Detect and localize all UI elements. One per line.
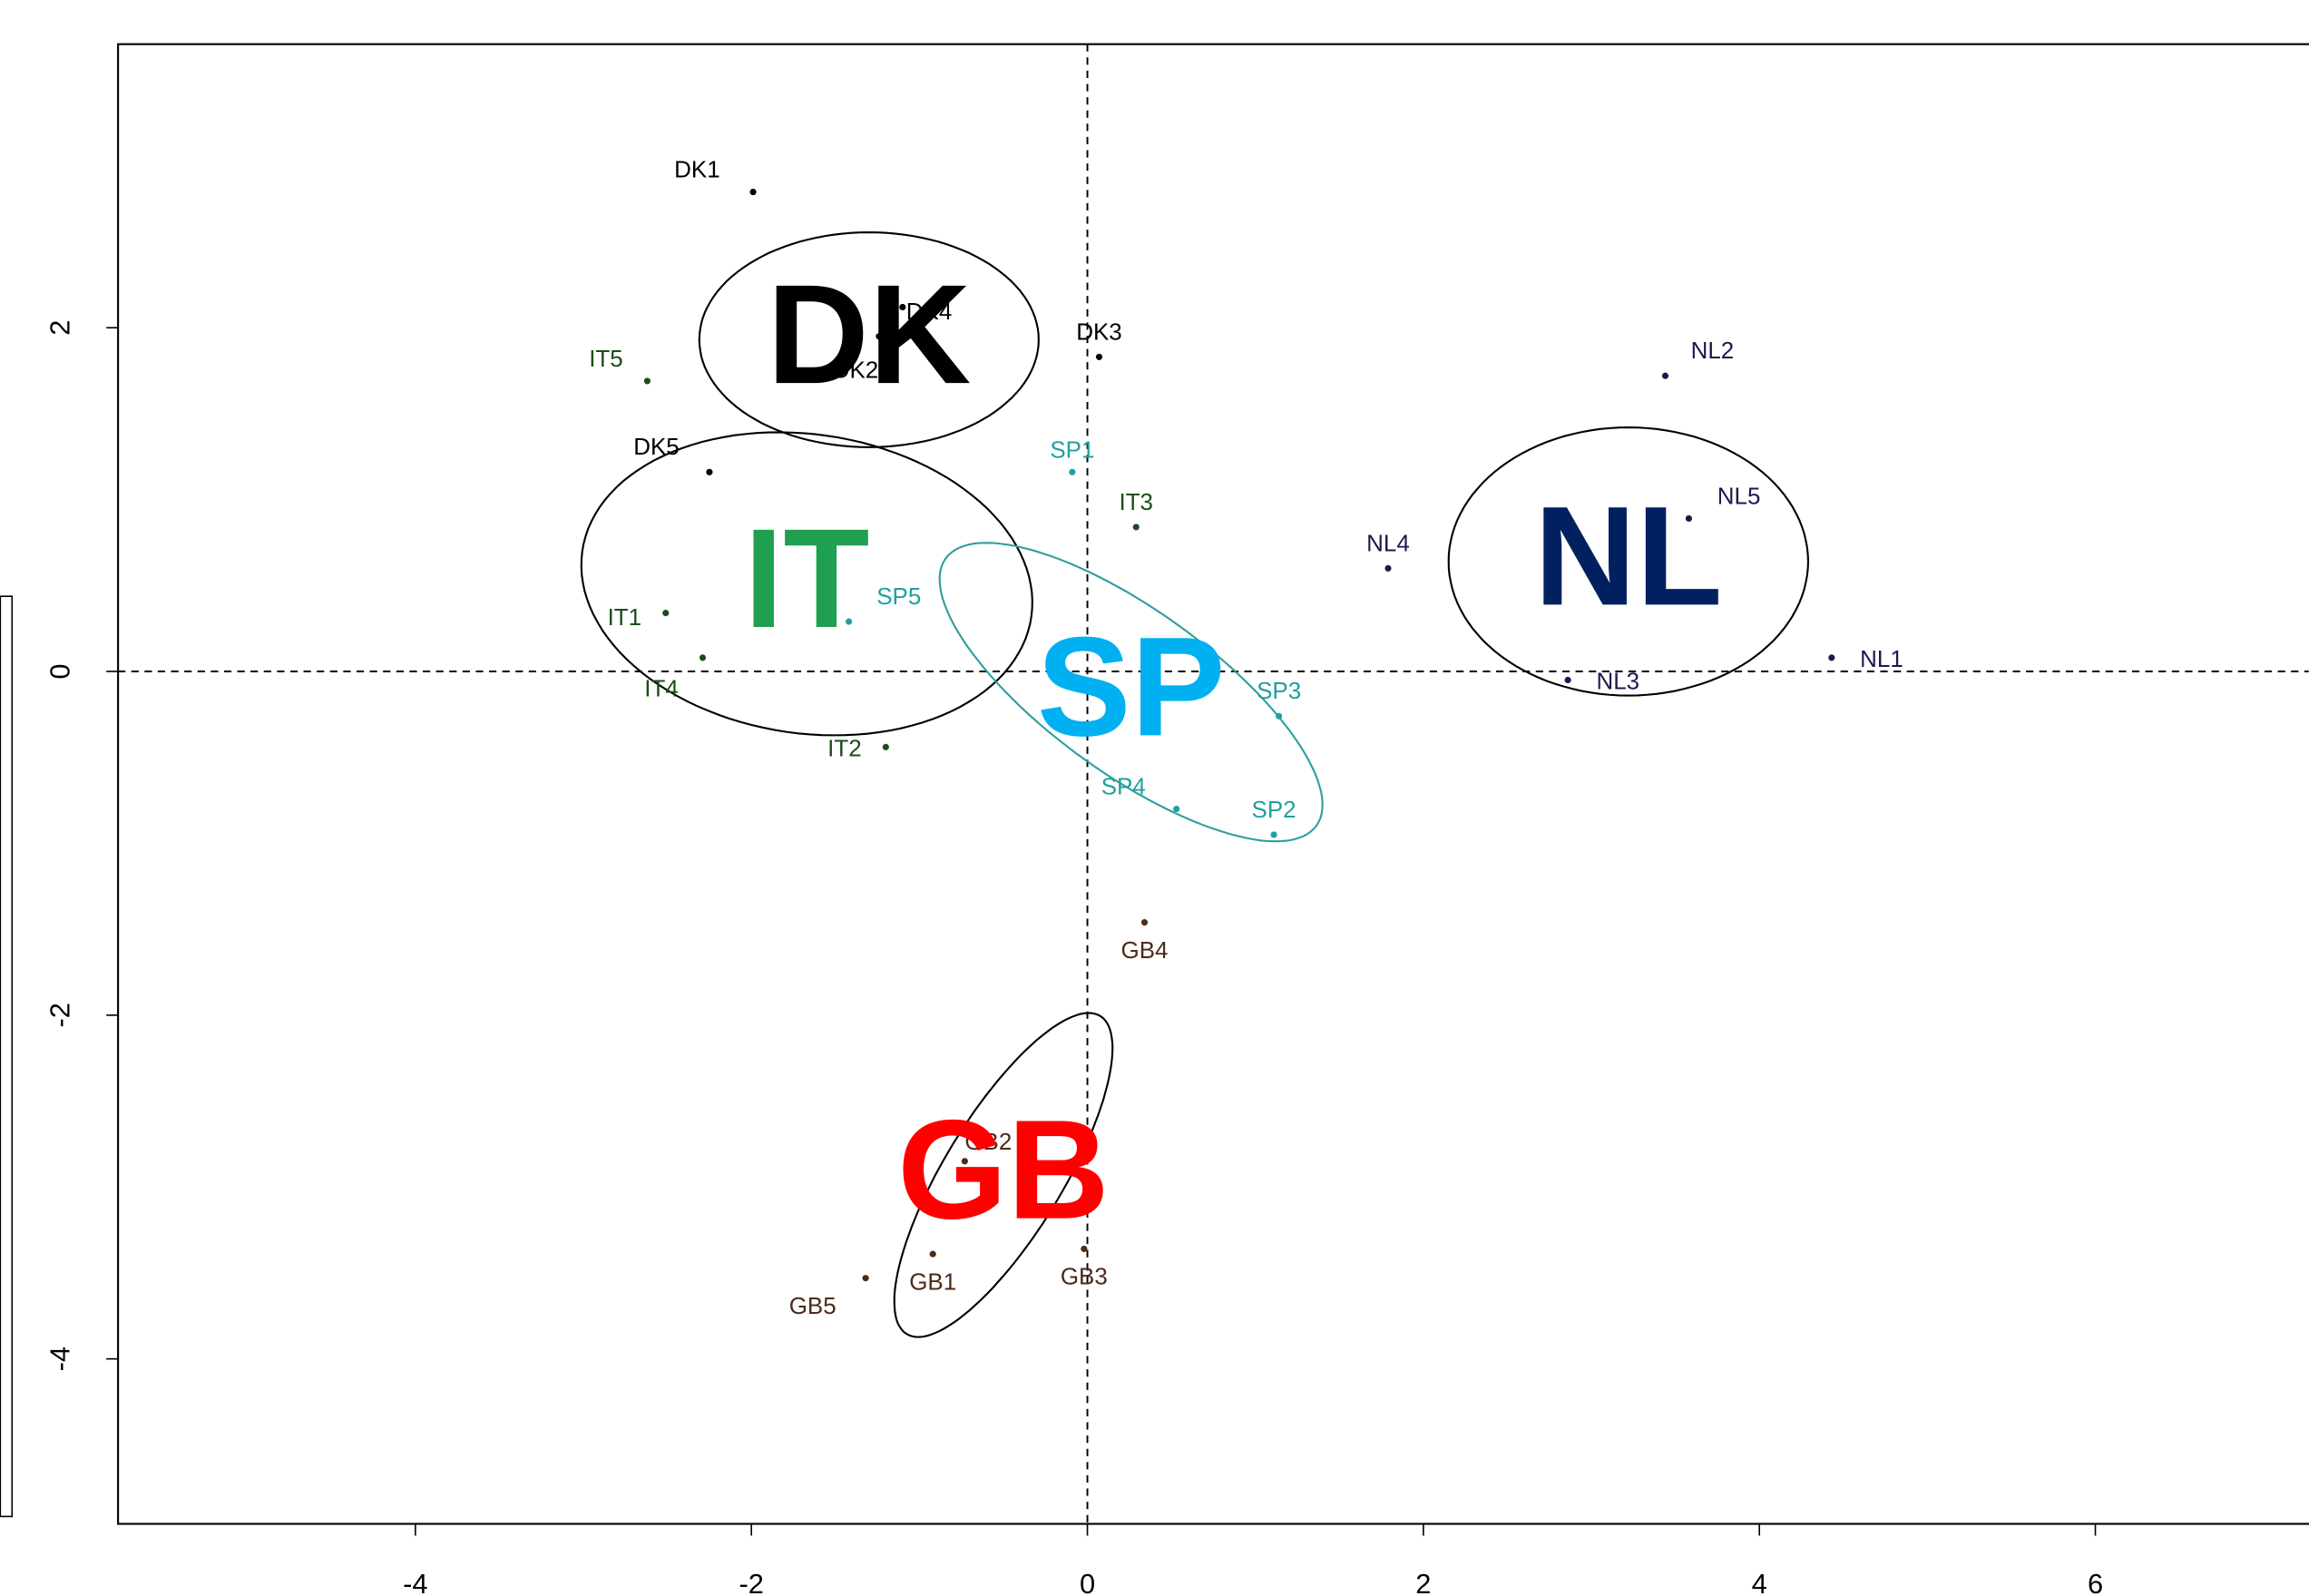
point-label: DK5 xyxy=(633,433,680,460)
group-label: GB xyxy=(897,1092,1110,1249)
point xyxy=(1661,372,1669,379)
point-label: SP2 xyxy=(1252,796,1296,823)
point-label: GB4 xyxy=(1121,936,1169,964)
point-label: NL5 xyxy=(1717,483,1761,510)
point-label: DK2 xyxy=(833,356,879,383)
group-label: SP xyxy=(1037,608,1226,766)
point xyxy=(1685,514,1692,523)
point xyxy=(1095,353,1103,360)
point xyxy=(1276,712,1283,720)
plot-frame xyxy=(117,43,2309,1525)
point xyxy=(1140,918,1149,926)
point xyxy=(1270,831,1277,838)
point xyxy=(899,303,906,311)
point xyxy=(1132,524,1140,531)
y-tick-label: 2 xyxy=(44,320,76,336)
group-label: NL xyxy=(1534,477,1723,635)
x-tick-label: 0 xyxy=(1080,1568,1095,1596)
group-ellipse xyxy=(938,542,1324,843)
x-tick-label: 6 xyxy=(2088,1568,2103,1596)
x-tick-label: -2 xyxy=(739,1568,763,1596)
point xyxy=(1069,468,1076,475)
point-label: GB3 xyxy=(1061,1263,1108,1290)
point-label: GB5 xyxy=(789,1292,837,1319)
point xyxy=(1564,676,1571,684)
group-ellipse xyxy=(893,1012,1114,1338)
point xyxy=(961,1158,968,1165)
point-label: SP1 xyxy=(1050,436,1094,463)
point xyxy=(749,189,757,196)
point-label: IT2 xyxy=(827,734,862,761)
point-label: NL1 xyxy=(1860,645,1903,672)
point xyxy=(876,333,883,340)
point-label: NL4 xyxy=(1366,529,1410,556)
point xyxy=(1173,805,1180,813)
group-label: DK xyxy=(767,256,971,414)
point xyxy=(662,610,670,617)
y-tick-label: 0 xyxy=(44,663,76,679)
point xyxy=(1828,654,1835,661)
point-label: IT4 xyxy=(644,674,679,701)
point-label: IT3 xyxy=(1119,488,1153,515)
x-tick-label: -4 xyxy=(403,1568,427,1596)
side-panel xyxy=(0,595,14,1518)
point xyxy=(699,654,707,661)
point xyxy=(862,1275,869,1282)
group-ellipse xyxy=(580,431,1033,737)
point xyxy=(1081,1245,1088,1253)
point-label: SP4 xyxy=(1101,773,1146,800)
point xyxy=(706,468,713,475)
point xyxy=(1384,564,1392,572)
x-tick-label: 2 xyxy=(1415,1568,1431,1596)
point xyxy=(882,743,889,750)
point-label: DK1 xyxy=(674,156,720,183)
point-label: GB1 xyxy=(909,1268,956,1295)
group-ellipse xyxy=(1447,426,1810,697)
point-label: DK3 xyxy=(1076,318,1122,345)
point-label: IT1 xyxy=(608,603,641,631)
y-tick-label: -4 xyxy=(44,1346,76,1371)
group-ellipse xyxy=(698,231,1040,448)
point-label: IT5 xyxy=(589,345,623,372)
point-label: SP5 xyxy=(876,583,921,610)
point-label: NL3 xyxy=(1596,668,1639,695)
point xyxy=(643,377,651,385)
x-tick-label: 4 xyxy=(1752,1568,1767,1596)
point-label: SP3 xyxy=(1257,677,1301,704)
point-label: GB2 xyxy=(964,1128,1012,1155)
y-tick-label: -2 xyxy=(44,1003,76,1027)
point xyxy=(846,618,853,625)
group-label: IT xyxy=(744,500,869,658)
point-label: DK4 xyxy=(906,298,953,325)
point xyxy=(929,1250,936,1258)
point-label: NL2 xyxy=(1691,337,1735,364)
